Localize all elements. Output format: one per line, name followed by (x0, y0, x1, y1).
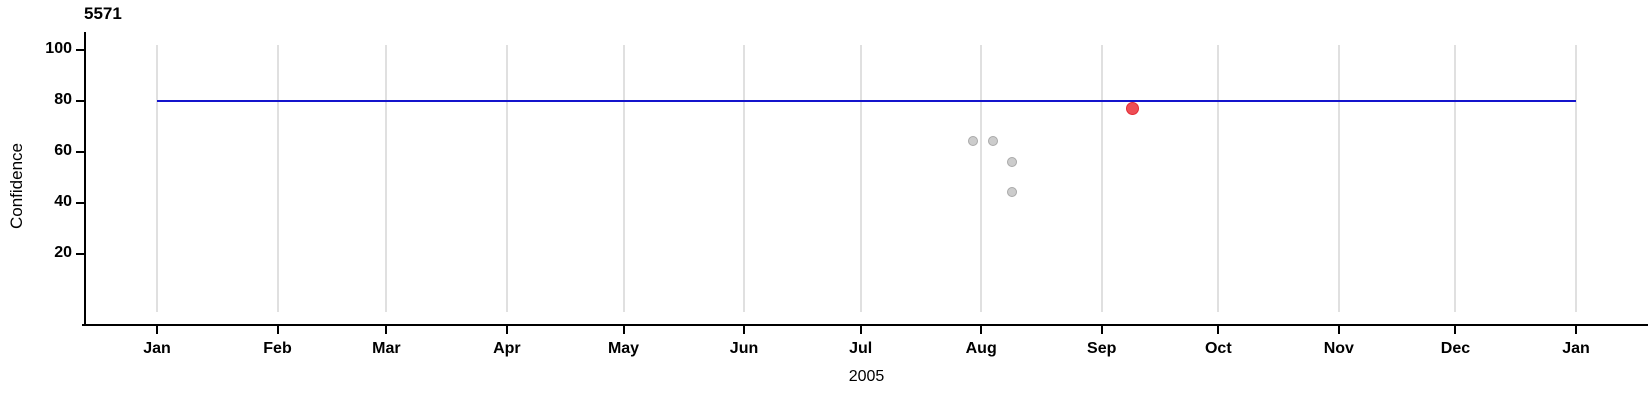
x-tick-label: Oct (1204, 340, 1232, 357)
past-observations-point (1007, 156, 1018, 167)
x-tick (505, 326, 508, 334)
x-tick (1100, 326, 1103, 334)
x-tick-label: Aug (965, 340, 997, 357)
past-observations-point (1007, 187, 1018, 198)
y-tick-label: 80 (54, 90, 72, 108)
x-tick-label: Jan (1562, 340, 1590, 357)
reference-line (157, 99, 1576, 102)
x-tick (385, 326, 388, 334)
month-gridline (859, 45, 862, 312)
y-tick-label: 100 (45, 39, 72, 57)
x-tick-label: Jun (729, 340, 759, 357)
x-tick (1454, 326, 1457, 334)
y-tick (76, 252, 84, 255)
x-tick-label: Sep (1087, 340, 1117, 357)
x-tick (1217, 326, 1220, 334)
y-tick (76, 99, 84, 102)
x-tick-label: Jul (849, 340, 873, 357)
x-tick-label: Feb (263, 340, 292, 357)
x-tick (859, 326, 862, 334)
past-observations-point (968, 136, 979, 147)
y-tick (76, 48, 84, 51)
month-gridline (1575, 45, 1577, 312)
x-tick-label: Jan (143, 340, 171, 357)
x-tick (1575, 326, 1577, 334)
month-gridline (1337, 45, 1340, 312)
y-tick-label: 40 (54, 192, 72, 210)
month-gridline (385, 45, 388, 312)
x-tick (1337, 326, 1340, 334)
current-observation-point (1126, 101, 1140, 115)
x-tick (156, 326, 158, 334)
month-gridline (743, 45, 746, 312)
x-tick (743, 326, 746, 334)
x-tick-label: Dec (1440, 340, 1471, 357)
y-tick (76, 150, 84, 153)
y-axis-line (84, 32, 86, 326)
month-gridline (276, 45, 279, 312)
y-tick-label: 20 (54, 243, 72, 261)
month-gridline (622, 45, 625, 312)
y-tick (76, 201, 84, 204)
chart-title: 5571 (84, 4, 122, 23)
x-tick (980, 326, 983, 334)
month-gridline (156, 45, 158, 312)
month-gridline (1217, 45, 1220, 312)
x-tick (622, 326, 625, 334)
y-tick-label: 60 (54, 141, 72, 159)
x-axis-title: 2005 (848, 368, 885, 385)
x-tick (276, 326, 279, 334)
x-tick-label: Mar (372, 340, 401, 357)
month-gridline (980, 45, 983, 312)
past-observations-point (987, 136, 998, 147)
x-axis-line (82, 324, 1648, 326)
month-gridline (505, 45, 508, 312)
x-tick-label: Nov (1323, 340, 1354, 357)
month-gridline (1100, 45, 1103, 312)
month-gridline (1454, 45, 1457, 312)
x-tick-label: Apr (493, 340, 521, 357)
x-tick-label: May (607, 340, 640, 357)
